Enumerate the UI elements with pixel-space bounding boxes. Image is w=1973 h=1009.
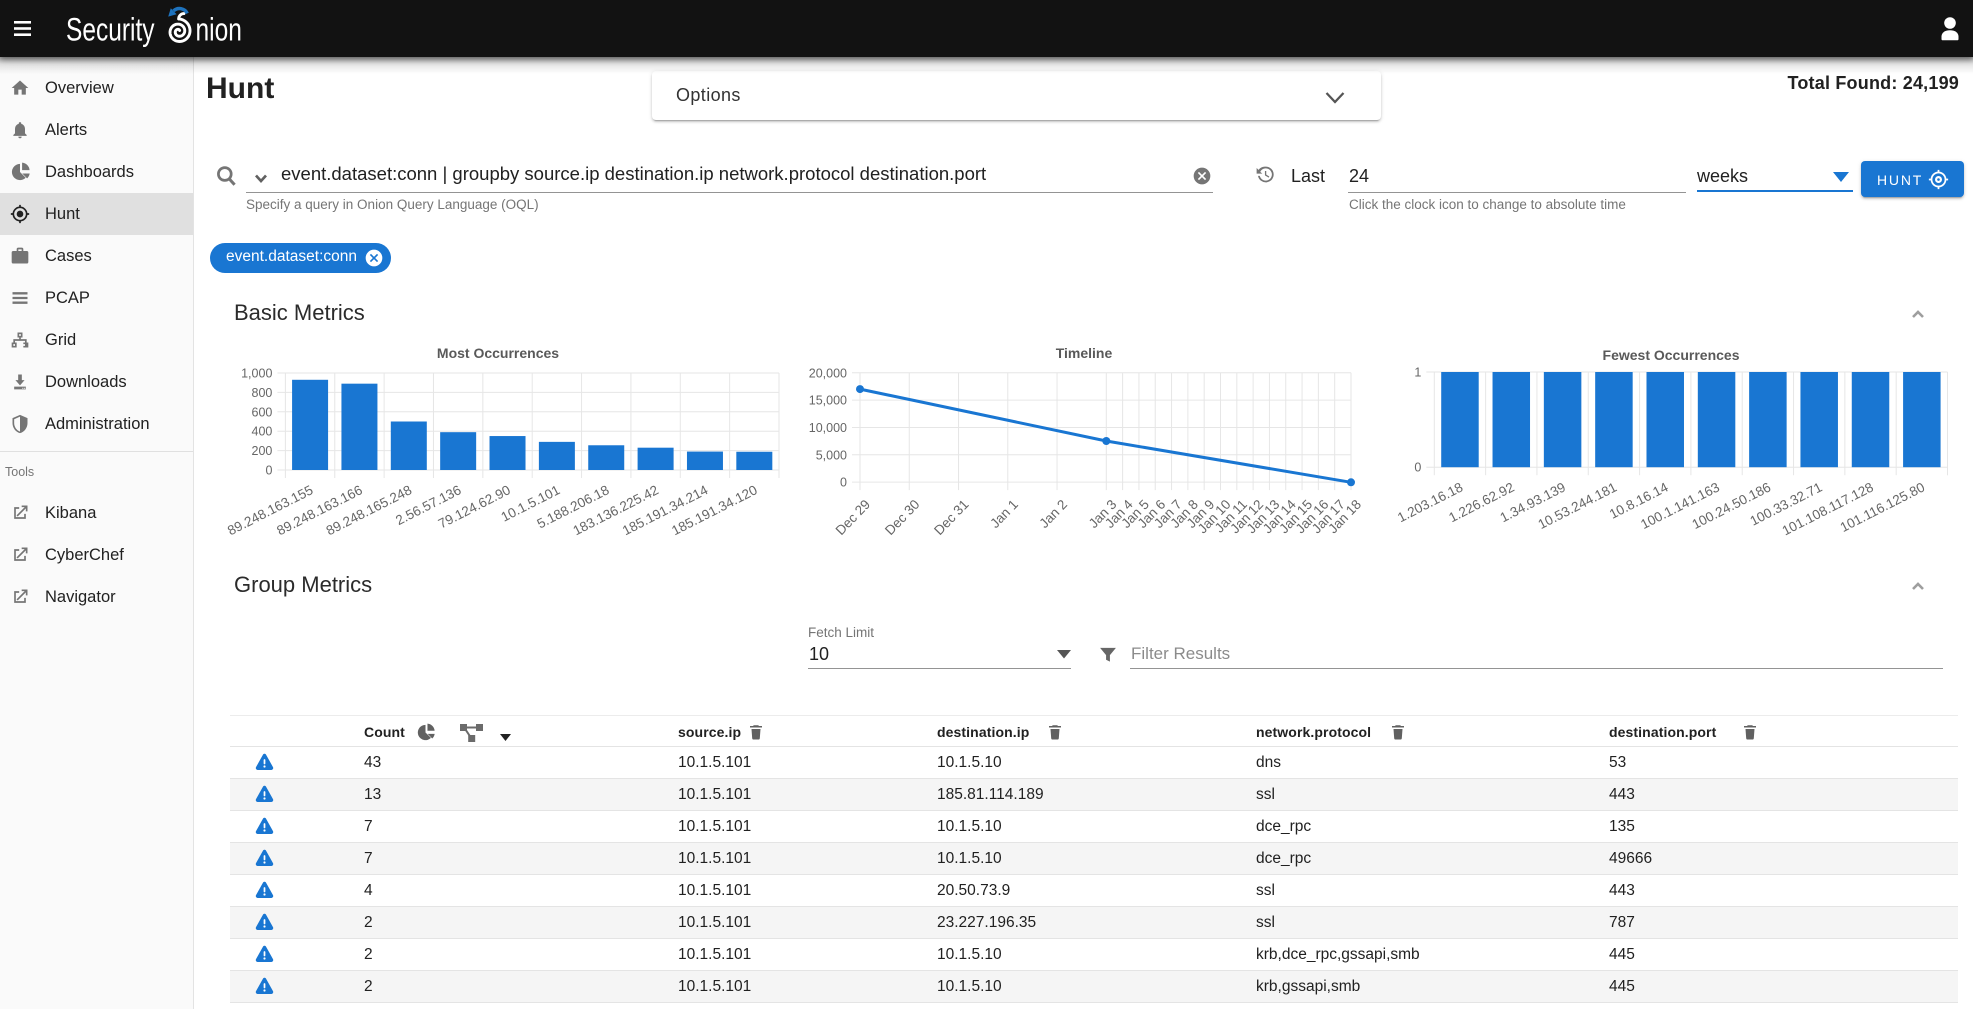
svg-text:185.191.34.120: 185.191.34.120 xyxy=(669,482,759,538)
svg-text:Timeline: Timeline xyxy=(1056,345,1113,361)
svg-text:0: 0 xyxy=(840,476,847,490)
svg-text:10,000: 10,000 xyxy=(809,421,847,435)
svg-text:0: 0 xyxy=(1414,461,1421,475)
svg-text:400: 400 xyxy=(252,425,273,439)
svg-text:600: 600 xyxy=(252,405,273,419)
svg-text:Dec 30: Dec 30 xyxy=(882,497,923,538)
svg-text:20,000: 20,000 xyxy=(809,366,847,380)
svg-text:Fewest Occurrences: Fewest Occurrences xyxy=(1603,347,1740,363)
svg-text:1,000: 1,000 xyxy=(241,367,272,381)
svg-text:Jan 2: Jan 2 xyxy=(1036,497,1070,531)
svg-text:15,000: 15,000 xyxy=(809,394,847,408)
svg-text:Dec 29: Dec 29 xyxy=(833,497,874,538)
svg-text:800: 800 xyxy=(252,386,273,400)
svg-text:0: 0 xyxy=(265,464,272,478)
svg-text:5,000: 5,000 xyxy=(816,448,847,462)
svg-text:Most Occurrences: Most Occurrences xyxy=(437,345,559,361)
svg-text:Jan 1: Jan 1 xyxy=(987,497,1021,531)
svg-text:1: 1 xyxy=(1414,366,1421,380)
svg-text:Dec 31: Dec 31 xyxy=(931,497,972,538)
svg-text:200: 200 xyxy=(252,444,273,458)
